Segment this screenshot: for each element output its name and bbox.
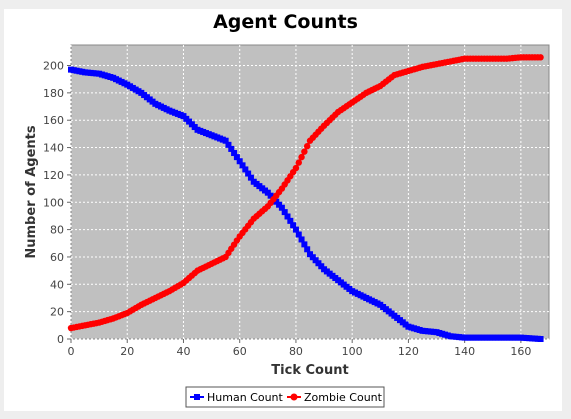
human-count-point xyxy=(245,170,252,177)
human-count-point xyxy=(307,251,313,258)
zombie-count-point xyxy=(537,54,544,61)
x-tick-label: 0 xyxy=(68,345,75,358)
plot-area xyxy=(70,44,550,340)
human-count-point xyxy=(309,254,316,261)
legend-zombie-marker xyxy=(290,393,298,401)
human-count-point xyxy=(233,154,240,161)
y-tick-label: 20 xyxy=(50,306,64,319)
human-count-series xyxy=(68,66,544,342)
x-tick-label: 140 xyxy=(454,345,475,358)
y-tick-label: 180 xyxy=(43,87,64,100)
human-count-point xyxy=(276,201,283,208)
legend-human-label: Human Count xyxy=(207,391,284,404)
zombie-count-point xyxy=(295,159,302,166)
y-tick-label: 0 xyxy=(57,333,64,346)
human-count-point xyxy=(222,137,229,144)
x-tick-label: 60 xyxy=(233,345,247,358)
human-count-point xyxy=(315,260,322,267)
x-tick-label: 120 xyxy=(398,345,419,358)
human-count-point xyxy=(295,231,302,238)
x-axis-label: Tick Count xyxy=(271,363,348,378)
human-count-point xyxy=(318,263,325,270)
human-count-point xyxy=(236,158,243,165)
x-tick-label: 100 xyxy=(342,345,363,358)
y-axis-label: Number of Agents xyxy=(24,125,39,259)
human-count-point xyxy=(278,204,285,211)
human-count-point xyxy=(273,198,280,205)
human-count-point xyxy=(304,246,311,253)
human-count-point xyxy=(242,166,249,173)
zombie-count-point xyxy=(301,148,308,155)
human-count-point xyxy=(225,141,232,148)
human-count-point xyxy=(301,241,308,248)
y-tick-label: 60 xyxy=(50,251,64,264)
x-tick-label: 160 xyxy=(510,345,531,358)
y-tick-label: 200 xyxy=(43,60,64,73)
legend: Human Count Zombie Count xyxy=(185,386,385,408)
zombie-count-point xyxy=(303,142,311,150)
human-count-point xyxy=(267,192,274,199)
series-layer xyxy=(67,54,544,342)
human-count-point xyxy=(284,213,291,220)
legend-box xyxy=(185,386,385,408)
human-count-point xyxy=(292,226,299,233)
legend-item-human: Human Count xyxy=(190,391,284,404)
human-count-point xyxy=(281,209,288,216)
legend-item-zombie: Zombie Count xyxy=(287,391,383,404)
zombie-count-point xyxy=(292,164,300,172)
zombie-count-series xyxy=(67,54,544,332)
human-count-point xyxy=(537,336,544,342)
human-count-point xyxy=(287,217,294,224)
x-tick-label: 40 xyxy=(176,345,190,358)
y-tick-label: 100 xyxy=(43,196,64,209)
chart-title: Agent Counts xyxy=(213,11,358,33)
human-count-point xyxy=(298,236,305,243)
human-count-point xyxy=(247,174,254,181)
y-tick-label: 40 xyxy=(50,278,64,291)
legend-human-marker xyxy=(194,394,200,400)
y-tick-label: 160 xyxy=(43,114,64,127)
x-tick-label: 80 xyxy=(289,345,303,358)
human-count-point xyxy=(228,145,235,152)
y-tick-label: 120 xyxy=(43,169,64,182)
human-count-point xyxy=(290,222,297,229)
axes: 0 20 40 60 80 100 120 140 160 180 200 0 20 40 60 80 100 1… xyxy=(43,60,531,358)
human-count-point xyxy=(239,162,246,169)
zombie-count-point xyxy=(298,153,305,161)
human-count-point xyxy=(231,150,238,157)
legend-zombie-label: Zombie Count xyxy=(304,391,383,404)
x-tick-label: 20 xyxy=(120,345,134,358)
y-tick-label: 140 xyxy=(43,142,64,155)
y-tick-label: 80 xyxy=(50,224,64,237)
human-count-point xyxy=(312,257,319,264)
human-count-point xyxy=(264,189,271,196)
